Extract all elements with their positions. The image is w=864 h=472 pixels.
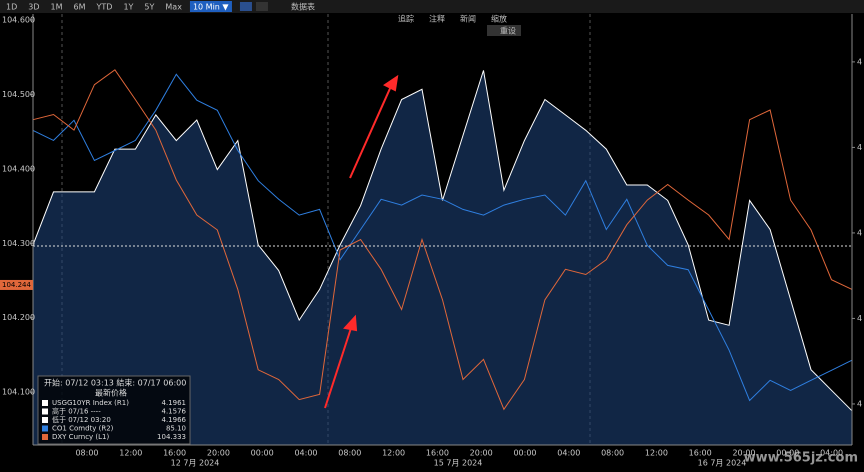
range-button[interactable]: Max (165, 3, 182, 12)
y2-tick-label: 4 (857, 57, 862, 66)
line-icon[interactable] (255, 2, 268, 11)
x-tick-label: 04:00 (557, 449, 580, 458)
reset-button[interactable]: 重设 (500, 26, 516, 36)
x-tick-label: 04:00 (820, 449, 843, 458)
annotation-arrows (324, 74, 399, 409)
legend-label: DXY Curncy (L1) (52, 433, 110, 441)
range-button[interactable]: 6M (74, 3, 86, 12)
range-button[interactable]: 5Y (144, 3, 154, 12)
tool-button[interactable]: 新闻 (460, 14, 476, 24)
legend-label: 高于 07/16 ---- (52, 407, 101, 416)
x-tick-label: 12:00 (645, 449, 668, 458)
y2-tick-label: 4 (857, 314, 862, 323)
y2-tick-label: 4 (857, 399, 862, 408)
legend-value: 104.333 (157, 433, 186, 441)
y2-tick-label: 4 (857, 228, 862, 237)
last-price-bg (0, 279, 33, 290)
x-tick-label: 16:00 (163, 449, 186, 458)
reset-bg (487, 25, 521, 36)
table-button[interactable]: 数据表 (291, 2, 315, 12)
interval-button[interactable]: 10 Min ▼ (193, 3, 229, 12)
y-tick-label: 104.300 (2, 239, 35, 248)
range-button[interactable]: 1D (6, 3, 17, 12)
y-tick-label: 104.200 (2, 313, 35, 322)
series-line (32, 69, 853, 411)
x-tick-label: 08:00 (75, 449, 98, 458)
series-line (32, 70, 853, 412)
x-tick-label: 08:00 (601, 449, 624, 458)
legend-swatch (42, 434, 48, 440)
legend-swatch (42, 417, 48, 423)
legend-label: CO1 Comdty (R2) (52, 425, 114, 433)
x-tick-label: 20:00 (470, 449, 493, 458)
x-tick-label: 12:00 (382, 449, 405, 458)
area (33, 70, 852, 446)
y-tick-label: 104.600 (2, 15, 35, 24)
series-line (32, 73, 853, 402)
legend-swatch (42, 400, 48, 406)
x-tick-label: 00:00 (776, 449, 799, 458)
y2-tick-label: 4 (857, 143, 862, 152)
tool-button[interactable]: 追踪 (398, 14, 414, 24)
legend-box (37, 375, 191, 445)
range-button[interactable]: 1Y (123, 3, 133, 12)
date-label: 12 7月 2024 (171, 459, 220, 468)
date-label: 16 7月 2024 (698, 459, 747, 468)
x-tick-label: 16:00 (689, 449, 712, 458)
legend-swatch (42, 408, 48, 415)
x-tick-label: 04:00 (294, 449, 317, 458)
x-tick-label: 20:00 (207, 449, 230, 458)
y-tick-label: 104.100 (2, 388, 35, 397)
legend-value: 4.1961 (162, 399, 187, 407)
last-price-label: 104.244 (2, 281, 31, 289)
date-label: 15 7月 2024 (434, 459, 483, 468)
interval-bg (189, 1, 232, 12)
watermark: www.565jz.com (744, 451, 858, 466)
legend-value: 4.1576 (162, 408, 187, 416)
range-button[interactable]: 1M (51, 3, 63, 12)
range-button[interactable]: 3D (28, 3, 39, 12)
plot (32, 69, 853, 446)
legend-subheader: 最新价格 (95, 388, 127, 398)
tool-button[interactable]: 缩放 (491, 14, 507, 24)
tool-button[interactable]: 注释 (429, 14, 445, 24)
legend-header: 开始: 07/12 03:13 結束: 07/17 06:00 (44, 378, 186, 388)
legend-value: 4.1966 (162, 416, 187, 424)
y-tick-label: 104.500 (2, 90, 35, 99)
legend-value: 85.10 (166, 425, 186, 433)
x-tick-label: 00:00 (251, 449, 274, 458)
x-tick-label: 08:00 (338, 449, 361, 458)
x-tick-label: 00:00 (513, 449, 536, 458)
chart-icon[interactable] (239, 2, 252, 11)
x-tick-label: 20:00 (732, 449, 755, 458)
x-tick-label: 16:00 (426, 449, 449, 458)
legend-label: 低于 07/12 03:20 (52, 415, 111, 424)
legend-swatch (42, 425, 48, 432)
range-button[interactable]: YTD (96, 3, 113, 12)
x-tick-label: 12:00 (119, 449, 142, 458)
y-tick-label: 104.400 (2, 164, 35, 173)
legend-label: USGG10YR Index (R1) (52, 399, 129, 407)
